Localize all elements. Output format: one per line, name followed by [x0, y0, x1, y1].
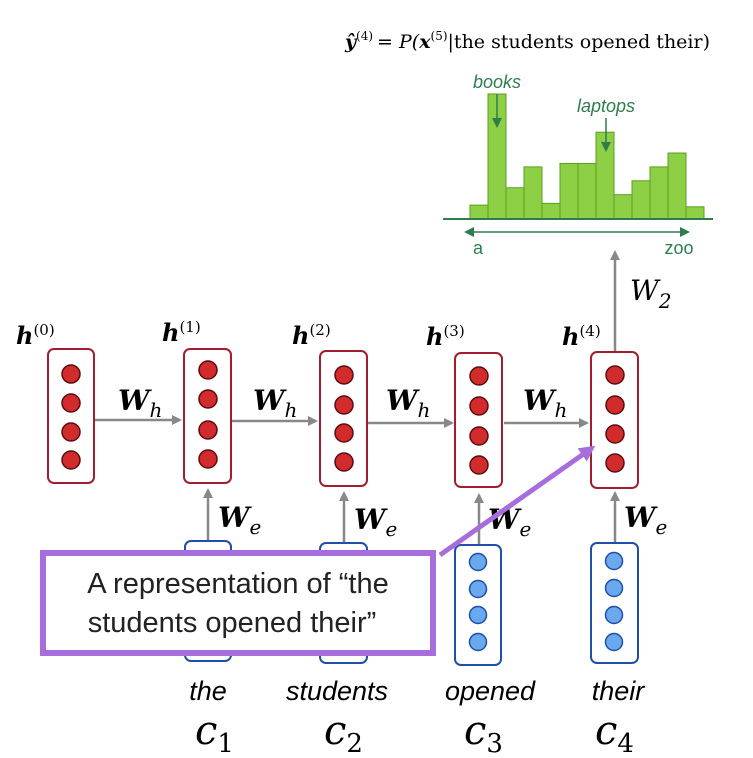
hidden-unit: [61, 450, 81, 470]
hidden-state-label-4: h(4): [562, 322, 601, 351]
word-their: their: [592, 676, 646, 706]
hidden-unit: [469, 426, 489, 446]
word-students: students: [286, 676, 388, 706]
embedding-box: [590, 542, 639, 664]
histogram-bar: [649, 166, 669, 220]
embedding-unit: [604, 605, 624, 625]
formula-eq: = P(: [377, 31, 420, 53]
histogram-bar: [505, 187, 525, 220]
embedding-unit: [468, 579, 488, 599]
embedding-4: [590, 542, 639, 664]
representation-callout: A representation of “the students opened…: [40, 445, 596, 656]
hidden-state-label-0: h(0): [16, 321, 55, 350]
histogram-bar: [667, 152, 687, 220]
hidden-unit: [334, 423, 354, 443]
formula-x: x: [418, 31, 431, 53]
hidden-state-box: [590, 351, 639, 489]
embedding-label-4: c4: [595, 708, 634, 758]
formula-yhat: ŷ: [344, 31, 358, 53]
label-wh-0: Wh: [118, 384, 162, 422]
histogram-bar: [595, 131, 615, 220]
word-the: the: [189, 676, 227, 706]
histogram-bar: [577, 162, 597, 220]
hidden-unit: [61, 393, 81, 413]
histogram-bar: [559, 162, 579, 220]
we-labels: We We We We: [218, 501, 667, 541]
label-w2: W2: [630, 274, 672, 313]
embedding-arrows: [203, 488, 620, 545]
embedding-unit: [468, 552, 488, 572]
label-we-1: We: [218, 501, 261, 539]
histogram-bar: [631, 180, 651, 220]
hidden-state-box: [183, 348, 232, 484]
hidden-state-4: h(4): [562, 322, 639, 489]
hidden-state-3: h(3): [426, 322, 503, 488]
hidden-unit: [198, 420, 218, 440]
word-opened: opened: [445, 676, 536, 706]
embedding-label-2: c2: [324, 708, 363, 758]
histogram-bar: [613, 194, 633, 220]
hidden-state-2: h(2): [292, 321, 368, 487]
formula-x-sup: (5): [431, 29, 448, 43]
label-we-2: We: [354, 503, 397, 541]
hidden-state-0: h(0): [16, 321, 95, 484]
hidden-unit: [469, 396, 489, 416]
hidden-unit: [198, 389, 218, 409]
hidden-unit: [334, 452, 354, 472]
embedding-labels: c1 c2 c3 c4: [195, 708, 634, 758]
hidden-unit: [198, 360, 218, 380]
callout-box: [40, 550, 436, 656]
hidden-unit: [198, 449, 218, 469]
hidden-state-1: h(1): [162, 318, 232, 484]
embedding-unit: [604, 632, 624, 652]
histogram-bar: [685, 206, 705, 220]
label-wh-2: Wh: [386, 384, 430, 422]
embedding-label-3: c3: [464, 708, 503, 758]
embedding-unit: [468, 632, 488, 652]
hidden-unit: [605, 424, 625, 444]
histogram-bar: [523, 166, 543, 220]
callout-arrow: [438, 445, 596, 558]
hidden-unit: [334, 395, 354, 415]
label-wh-1: Wh: [253, 384, 297, 422]
label-wh-3: Wh: [523, 384, 567, 422]
hidden-unit: [605, 395, 625, 415]
label-books: books: [473, 72, 521, 92]
embedding-box: [454, 544, 502, 666]
hidden-state-label-2: h(2): [292, 321, 331, 350]
formula-condition: |the students opened their): [448, 31, 710, 53]
hidden-states: h(0) h(1) h(2) h(3): [16, 318, 639, 489]
hidden-state-label-3: h(3): [426, 322, 465, 351]
recurrent-arrows: [95, 415, 589, 428]
embedding-unit: [468, 605, 488, 625]
embedding-unit: [604, 551, 624, 571]
hidden-state-box: [47, 348, 95, 484]
hidden-unit: [605, 365, 625, 385]
hidden-state-box: [454, 352, 503, 488]
hidden-unit: [61, 364, 81, 384]
callout-line-1: A representation of “the: [87, 568, 388, 600]
hidden-unit: [469, 455, 489, 475]
label-we-4: We: [624, 501, 667, 539]
label-laptops: laptops: [577, 96, 635, 116]
hidden-unit: [61, 422, 81, 442]
histogram-bar: [541, 202, 561, 220]
embedding-unit: [604, 578, 624, 598]
vocab-axis-start: a: [473, 238, 484, 258]
callout-line-2: students opened their”: [88, 607, 377, 639]
embedding-3: [454, 544, 502, 666]
hidden-state-label-1: h(1): [162, 318, 201, 347]
formula-yhat-sup: (4): [356, 29, 373, 43]
input-words: the students opened their: [189, 676, 645, 706]
embedding-label-1: c1: [195, 708, 234, 758]
wh-labels: Wh Wh Wh Wh: [118, 384, 567, 422]
hidden-unit: [469, 366, 489, 386]
hidden-state-box: [319, 350, 368, 487]
hidden-unit: [334, 365, 354, 385]
output-formula: ŷ(4) = P(x(5)|the students opened their): [344, 29, 710, 53]
vocab-axis-end: zoo: [664, 238, 693, 258]
histogram-bar: [469, 204, 489, 220]
hidden-unit: [605, 453, 625, 473]
